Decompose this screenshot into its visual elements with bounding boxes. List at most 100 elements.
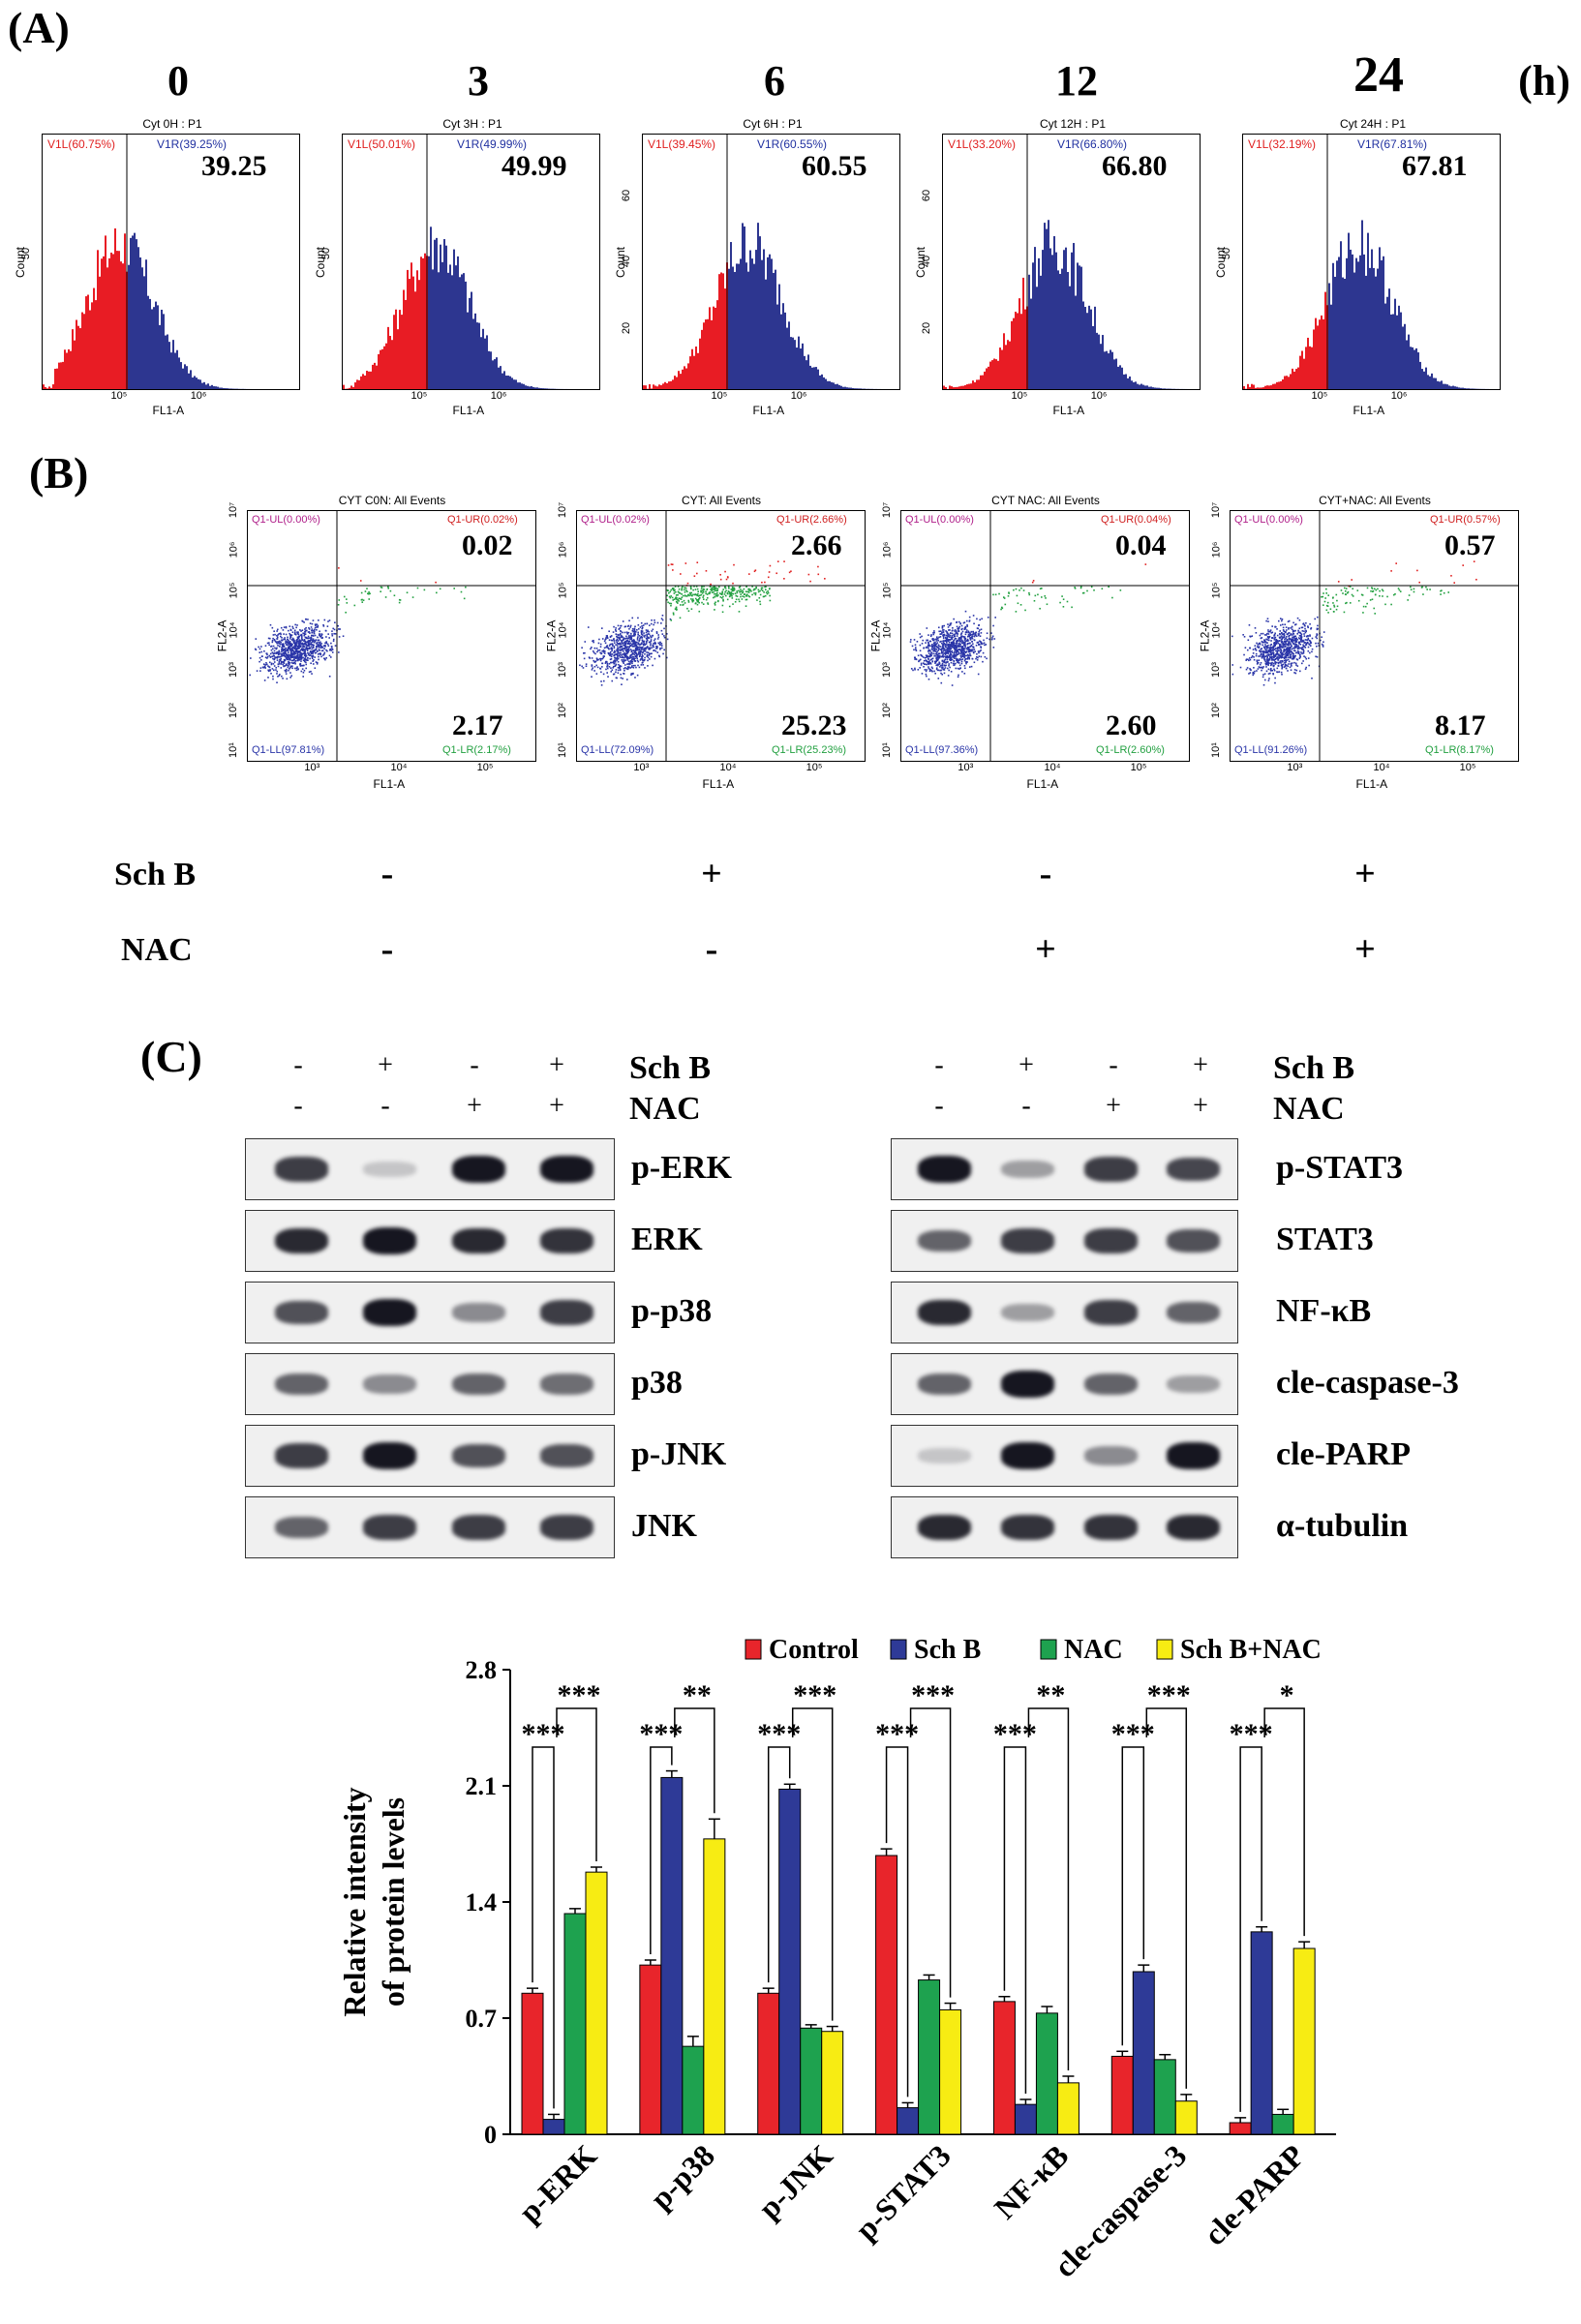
histogram-bin [972, 380, 974, 389]
blue-event [594, 652, 596, 655]
blue-event [328, 649, 331, 651]
blue-event [955, 631, 958, 634]
histogram-bin [1433, 377, 1435, 389]
histogram-bin [786, 327, 788, 389]
green-event [393, 594, 396, 597]
histogram-bin [380, 349, 381, 389]
blue-event [1262, 683, 1265, 686]
blue-event [626, 639, 628, 642]
histogram-bin [176, 349, 178, 389]
histogram-bin [1005, 345, 1007, 389]
blue-event [956, 630, 958, 632]
blue-event [626, 659, 629, 661]
blue-event [948, 669, 950, 672]
blue-event [957, 649, 959, 651]
x-tick-label: 10⁶ [790, 390, 807, 402]
y-tick-label: 10⁴ [1210, 621, 1223, 639]
blue-event [980, 646, 982, 648]
histogram-bin [521, 383, 523, 389]
blue-event [298, 651, 300, 653]
blue-event [990, 632, 992, 634]
blue-event [311, 634, 313, 637]
blue-event [269, 652, 272, 655]
blue-event [625, 635, 627, 638]
blue-event [985, 644, 988, 646]
blue-event [1255, 652, 1258, 655]
blue-event [308, 642, 310, 644]
green-event [666, 598, 668, 601]
blue-event [266, 653, 268, 656]
blue-event [930, 670, 933, 672]
blue-event [936, 642, 939, 644]
red-event [776, 560, 779, 562]
blue-event [601, 638, 604, 640]
blue-event [659, 642, 661, 644]
blue-event [954, 644, 957, 647]
blue-event [943, 624, 946, 627]
blue-event [289, 651, 292, 654]
blue-event [972, 647, 975, 649]
header-sign: - [1021, 1091, 1031, 1121]
protein-band [1001, 1442, 1055, 1469]
blue-event [282, 644, 285, 646]
blue-event [935, 652, 938, 655]
blue-event [291, 637, 294, 640]
green-event [675, 607, 678, 609]
blue-event [930, 652, 932, 655]
green-event [765, 586, 767, 588]
blue-event [1303, 633, 1305, 635]
green-event [722, 589, 724, 590]
histogram-bin [161, 309, 163, 389]
histogram-bin [519, 382, 521, 389]
blue-event [661, 619, 664, 621]
blue-event [623, 638, 624, 641]
blue-event [1274, 644, 1276, 646]
blue-event [1275, 641, 1277, 643]
histogram-bin [720, 272, 722, 389]
histogram-bin [1305, 347, 1307, 389]
histogram-bin [1377, 268, 1379, 389]
green-event [722, 598, 724, 601]
blue-event [320, 649, 323, 652]
blue-event [316, 626, 319, 628]
blue-event [658, 643, 661, 646]
blue-event [315, 648, 318, 650]
blue-event [626, 633, 629, 635]
blue-event [1283, 632, 1286, 635]
blue-event [285, 653, 288, 656]
blue-event [622, 643, 624, 645]
blue-event [657, 642, 659, 645]
blue-event [275, 641, 278, 644]
blue-event [289, 625, 291, 627]
green-event [689, 586, 692, 588]
histogram-bin [724, 288, 726, 389]
blue-event [628, 640, 631, 643]
blue-event [623, 642, 625, 644]
histogram-bin [544, 388, 546, 389]
histogram-bin [1323, 318, 1324, 389]
green-event [738, 589, 740, 592]
blue-event [613, 642, 616, 644]
blue-event [1291, 648, 1293, 650]
blue-event [953, 655, 956, 658]
blue-event [313, 630, 316, 633]
blue-event [1290, 644, 1292, 647]
blue-event [1258, 659, 1261, 662]
blue-event [321, 647, 324, 649]
blue-event [619, 649, 621, 651]
histogram-bin [108, 257, 110, 389]
blue-event [1301, 630, 1304, 632]
blue-event [656, 621, 659, 624]
blue-event [1267, 654, 1270, 656]
histogram-bin [1425, 367, 1427, 389]
green-event [723, 593, 726, 595]
blue-event [1267, 620, 1269, 622]
blue-event [963, 665, 966, 667]
blue-event [295, 654, 298, 657]
y-axis-label: FL2-A [544, 619, 559, 652]
blue-event [300, 654, 302, 657]
blue-event [937, 639, 939, 642]
blue-event [926, 627, 928, 629]
blue-event [312, 650, 314, 652]
blue-event [972, 646, 974, 648]
